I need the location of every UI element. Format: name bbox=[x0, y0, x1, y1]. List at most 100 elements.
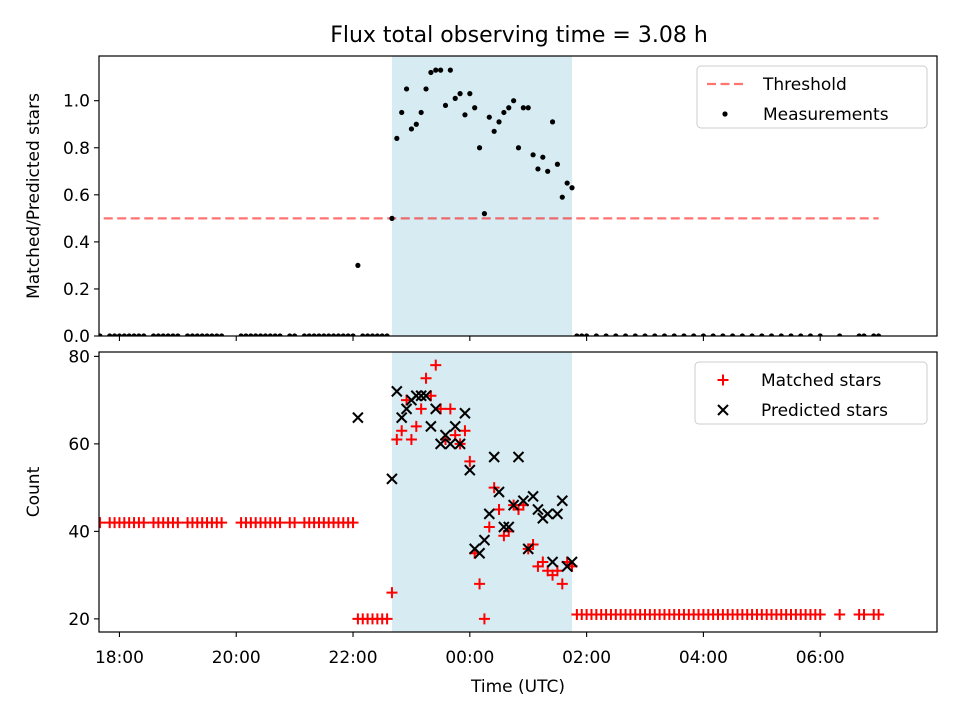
legend: Matched stars Predicted stars bbox=[694, 361, 928, 425]
predicted-point bbox=[459, 407, 471, 419]
measurement-point bbox=[511, 98, 517, 104]
matched-point bbox=[381, 613, 393, 625]
measurement-point bbox=[136, 333, 142, 336]
measurement-point bbox=[622, 333, 629, 336]
measurement-point bbox=[165, 333, 171, 336]
measurement-point bbox=[720, 333, 726, 336]
plot-area bbox=[99, 56, 882, 336]
measurement-point bbox=[545, 168, 551, 174]
predicted-point bbox=[532, 503, 544, 516]
x-tick-label: 06:00 bbox=[796, 648, 845, 668]
measurement-point bbox=[184, 333, 191, 336]
measurement-point bbox=[700, 333, 707, 336]
measurement-point bbox=[131, 333, 137, 336]
predicted-point bbox=[386, 473, 398, 485]
legend-label: Predicted stars bbox=[761, 401, 888, 421]
measurement-point bbox=[170, 333, 176, 336]
measurement-point bbox=[540, 154, 546, 160]
measurement-point bbox=[661, 333, 668, 336]
measurement-point bbox=[442, 102, 449, 109]
predicted-point bbox=[410, 390, 422, 402]
predicted-point bbox=[551, 508, 564, 520]
bottom-panel: 20 40 60 80 18:00 20:00 22:00 00:00 02:00 04:00 06… bbox=[24, 347, 938, 697]
predicted-point bbox=[522, 543, 534, 555]
top-panel: 0.0 0.2 0.4 0.6 0.8 1.0 Matched/Predicted star… bbox=[24, 55, 938, 347]
measurement-point bbox=[525, 105, 531, 111]
measurement-point bbox=[384, 333, 390, 336]
matched-point bbox=[274, 517, 286, 529]
measurement-point bbox=[457, 91, 463, 97]
measurement-point bbox=[126, 333, 132, 336]
matched-point bbox=[478, 613, 490, 625]
matched-point bbox=[459, 425, 471, 437]
predicted-point bbox=[464, 464, 476, 476]
predicted-point bbox=[454, 438, 466, 450]
matched-point bbox=[873, 609, 885, 620]
matched-point bbox=[410, 420, 422, 432]
predicted-point bbox=[527, 490, 539, 503]
measurement-point bbox=[798, 333, 804, 336]
matched-point bbox=[396, 425, 408, 437]
measurement-point bbox=[160, 333, 166, 336]
measurement-point bbox=[175, 333, 181, 336]
measurement-point bbox=[248, 333, 254, 336]
measurement-point bbox=[257, 333, 264, 336]
matched-point bbox=[415, 403, 427, 415]
measurement-point bbox=[321, 333, 327, 336]
measurement-point bbox=[535, 166, 541, 172]
matched-point bbox=[216, 517, 228, 529]
matched-point bbox=[99, 517, 106, 529]
y-tick-label: 0.2 bbox=[63, 280, 90, 300]
matched-point bbox=[138, 517, 150, 529]
measurement-point bbox=[642, 333, 648, 336]
measurement-point bbox=[408, 126, 415, 132]
measurement-point bbox=[116, 333, 123, 336]
predicted-point bbox=[420, 390, 432, 402]
legend-measurement-swatch bbox=[722, 111, 728, 117]
measurement-point bbox=[99, 333, 103, 336]
predicted-point bbox=[434, 438, 447, 450]
measurement-point bbox=[530, 152, 536, 158]
matched-point bbox=[834, 609, 846, 620]
measurement-point bbox=[681, 333, 687, 336]
measurement-point bbox=[496, 119, 502, 125]
y-tick-label: 0.4 bbox=[63, 233, 90, 253]
measurement-point bbox=[749, 333, 755, 336]
measurement-point bbox=[671, 333, 677, 336]
matched-point bbox=[386, 587, 398, 599]
measurement-point bbox=[549, 119, 556, 125]
measurement-point bbox=[730, 333, 736, 336]
predicted-point bbox=[439, 429, 452, 441]
measurement-point bbox=[306, 333, 312, 336]
measurement-point bbox=[491, 128, 497, 134]
measurement-point bbox=[243, 333, 249, 336]
measurement-point bbox=[559, 194, 565, 200]
matched-point bbox=[391, 434, 403, 445]
measurement-point bbox=[837, 333, 843, 336]
measurement-point bbox=[350, 333, 356, 336]
measurement-point bbox=[574, 333, 580, 336]
y-tick-label: 80 bbox=[68, 347, 90, 367]
measurement-point bbox=[301, 333, 307, 336]
legend: Threshold Measurements bbox=[696, 65, 928, 129]
measurement-point bbox=[593, 333, 599, 336]
predicted-point bbox=[483, 508, 495, 520]
matched-point bbox=[474, 578, 486, 590]
predicted-point bbox=[541, 508, 554, 520]
predicted-point bbox=[566, 556, 578, 568]
measurement-point bbox=[569, 185, 575, 191]
matched-point bbox=[420, 372, 432, 384]
measurement-point bbox=[403, 86, 410, 92]
measurement-point bbox=[486, 114, 492, 120]
predicted-point bbox=[556, 495, 568, 507]
matched-point bbox=[858, 609, 870, 620]
measurement-point bbox=[374, 333, 380, 336]
observing-window bbox=[391, 56, 573, 336]
measurement-point bbox=[613, 333, 619, 336]
y-tick-label: 0.8 bbox=[63, 139, 90, 159]
predicted-point bbox=[415, 390, 427, 402]
predicted-point bbox=[400, 403, 413, 415]
predicted-point bbox=[546, 556, 559, 568]
measurement-point bbox=[326, 333, 332, 336]
predicted-point bbox=[478, 534, 491, 546]
